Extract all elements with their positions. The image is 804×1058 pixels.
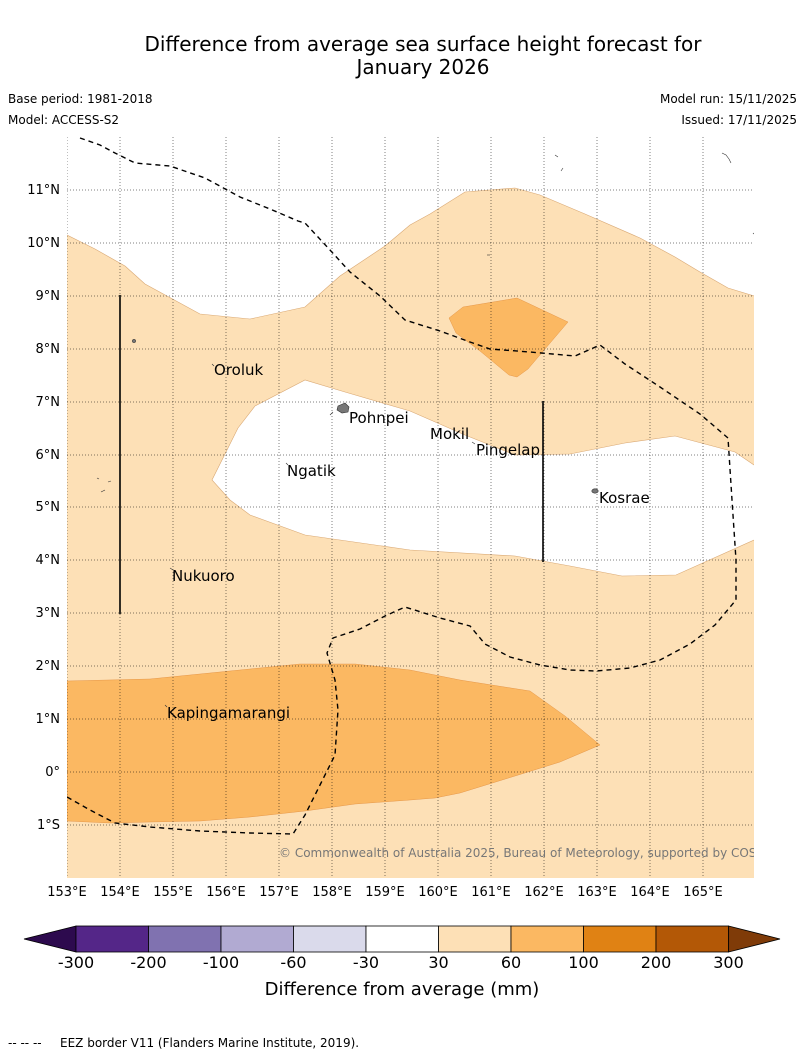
lat-label: 5°N [36,500,61,515]
kosrae-island [591,488,599,494]
islet [132,339,136,343]
islet [329,411,334,416]
lat-label: 2°N [36,659,61,674]
colorbar-swatch [510,925,584,953]
issued-date: Issued: 17/11/2025 [681,113,797,127]
place-label-pohnpei: Pohnpei [349,409,409,427]
lon-label: 159°E [365,885,405,900]
lon-label: 156°E [206,885,246,900]
colorbar-tick: -30 [353,953,379,972]
colorbar-tick: 200 [641,953,672,972]
colorbar-swatch [583,925,657,953]
colorbar-swatch [75,925,149,953]
colorbar-tick: 30 [428,953,448,972]
place-label-nukuoro: Nukuoro [172,567,235,585]
lon-label: 153°E [47,885,87,900]
lat-label: 8°N [36,342,61,357]
lat-label: 4°N [36,553,61,568]
eez-legend-symbol: -- -- -- [8,1036,42,1050]
oroluk-atoll [211,363,215,367]
model-run: Model run: 15/11/2025 [659,92,797,106]
place-label-kapingamarangi: Kapingamarangi [167,704,290,722]
lon-label: 158°E [312,885,352,900]
lon-label: 157°E [259,885,299,900]
pohnpei-island [336,402,350,414]
colorbar-tick: 300 [713,953,744,972]
anomaly-band-60-100-south [67,663,601,824]
lon-label: 163°E [577,885,617,900]
eez-legend-text: EEZ border V11 (Flanders Marine Institut… [60,1036,359,1050]
place-label-ngatik: Ngatik [287,462,336,480]
lon-label: 165°E [683,885,723,900]
copyright-note: © Commonwealth of Australia 2025, Bureau… [279,846,784,860]
colorbar-extend-max [728,925,781,953]
islet [752,232,754,235]
colorbar-swatch [148,925,222,953]
longitude-gridlines [67,137,704,878]
lon-label: 154°E [100,885,140,900]
lon-label: 161°E [471,885,511,900]
colorbar-swatch [220,925,294,953]
anomaly-band-below-30-north [67,137,754,319]
colorbar-tick: 60 [501,953,521,972]
lat-label: 0° [45,765,60,780]
place-label-mokil: Mokil [430,425,469,443]
place-label-pingelap: Pingelap [476,441,540,459]
anomaly-band-60-100-north [448,297,569,378]
lat-label: 3°N [36,606,61,621]
lon-label: 164°E [630,885,670,900]
place-label-oroluk: Oroluk [214,361,263,379]
lat-label: 6°N [36,448,61,463]
lon-label: 160°E [418,885,458,900]
place-label-kosrae: Kosrae [599,489,650,507]
lon-label: 162°E [524,885,564,900]
lat-label: 1°S [37,818,60,833]
islet [96,477,112,493]
chart-title-line1: Difference from average sea surface heig… [144,32,702,56]
ngatik-atoll [285,462,289,466]
eez-border [67,137,737,835]
colorbar-tick: -200 [130,953,166,972]
lon-label: 155°E [153,885,193,900]
chart-title-line2: January 2026 [356,55,490,79]
colorbar [23,925,781,953]
nukuoro-atoll [169,567,174,571]
lat-label: 10°N [27,236,60,251]
anomaly-band-below-30-central [212,380,754,576]
latitude-gridlines [67,189,754,826]
colorbar-label: Difference from average (mm) [265,979,540,1000]
lat-label: 1°N [36,712,61,727]
kapingamarangi-atoll [164,704,168,708]
colorbar-swatch [655,925,729,953]
colorbar-tick: 100 [568,953,599,972]
lat-label: 11°N [27,183,60,198]
colorbar-tick: -300 [58,953,94,972]
colorbar-tick: -100 [203,953,239,972]
mokil-atoll [431,427,435,431]
pingelap-atoll [471,441,476,445]
lat-label: 7°N [36,395,61,410]
model-name: Model: ACCESS-S2 [8,113,120,127]
lat-label: 9°N [36,289,61,304]
colorbar-swatch [365,925,439,953]
islands [96,152,754,708]
colorbar-swatch [438,925,512,953]
colorbar-tick: -60 [280,953,306,972]
colorbar-swatch [293,925,367,953]
colorbar-extend-min [23,925,77,953]
base-period: Base period: 1981-2018 [8,92,153,106]
islet [554,152,732,172]
